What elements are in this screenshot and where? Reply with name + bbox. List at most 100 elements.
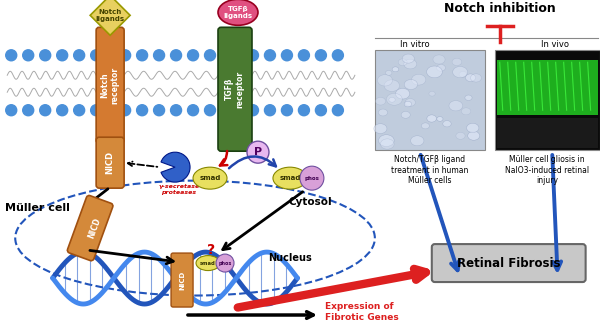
Bar [495,50,599,150]
Circle shape [6,50,17,61]
Circle shape [316,105,326,116]
Circle shape [298,50,310,61]
Circle shape [91,50,101,61]
Ellipse shape [384,80,400,91]
Circle shape [188,50,199,61]
Text: Retinal Fibrosis: Retinal Fibrosis [457,256,560,269]
Circle shape [154,50,164,61]
Ellipse shape [461,108,471,115]
Ellipse shape [404,59,416,69]
Ellipse shape [427,66,442,78]
Text: Expression of
Fibrotic Genes: Expression of Fibrotic Genes [325,302,398,322]
Ellipse shape [437,64,445,71]
Circle shape [205,105,215,116]
Circle shape [6,105,17,116]
FancyBboxPatch shape [171,253,193,307]
Ellipse shape [405,98,415,106]
Ellipse shape [374,124,387,134]
Ellipse shape [421,123,430,129]
Text: Nucleus: Nucleus [268,253,312,263]
Circle shape [91,105,101,116]
Text: NICD: NICD [179,270,185,290]
Ellipse shape [377,75,392,86]
Text: Cytosol: Cytosol [288,197,332,207]
Text: smad: smad [279,175,301,181]
Ellipse shape [452,67,467,78]
FancyBboxPatch shape [218,27,252,151]
Ellipse shape [404,80,418,89]
Ellipse shape [443,121,451,127]
Ellipse shape [468,131,479,140]
Text: phos: phos [218,261,232,266]
Text: Müller cell gliosis in
NaIO3-induced retinal
injury: Müller cell gliosis in NaIO3-induced ret… [505,155,589,185]
Ellipse shape [465,95,472,100]
Text: In vivo: In vivo [541,40,569,49]
Wedge shape [161,152,190,182]
Circle shape [23,50,34,61]
Text: smad: smad [200,261,216,266]
Ellipse shape [437,117,443,121]
Circle shape [137,105,148,116]
Circle shape [300,166,324,190]
Ellipse shape [401,111,410,118]
Text: TGFβ
receptor: TGFβ receptor [225,71,245,108]
Circle shape [154,105,164,116]
Ellipse shape [427,115,436,122]
Circle shape [247,50,259,61]
Ellipse shape [467,123,479,133]
Circle shape [40,105,50,116]
Text: P: P [254,147,262,157]
Circle shape [332,105,343,116]
Circle shape [74,50,85,61]
Ellipse shape [379,135,394,147]
Circle shape [247,105,259,116]
Ellipse shape [466,74,476,82]
Text: Müller cell: Müller cell [5,203,70,213]
Text: TGFβ
ligands: TGFβ ligands [223,6,253,19]
Bar [497,60,598,115]
Ellipse shape [218,0,258,25]
Circle shape [332,50,343,61]
Circle shape [74,105,85,116]
Ellipse shape [402,54,415,63]
Circle shape [119,105,131,116]
Text: Notch/TGFβ ligand
treatment in human
Müller cells: Notch/TGFβ ligand treatment in human Mül… [391,155,469,185]
Circle shape [316,50,326,61]
Circle shape [265,50,275,61]
Ellipse shape [193,167,227,189]
Ellipse shape [392,67,399,72]
Ellipse shape [385,71,392,75]
Text: NICD: NICD [106,151,115,174]
Ellipse shape [449,101,463,111]
Ellipse shape [459,72,467,77]
FancyBboxPatch shape [96,137,124,188]
Bar [375,50,485,150]
Circle shape [56,50,68,61]
Text: γ-secretase
proteases: γ-secretase proteases [158,184,200,195]
FancyBboxPatch shape [96,27,124,143]
Ellipse shape [412,74,426,85]
Circle shape [247,141,269,163]
Circle shape [281,50,292,61]
Circle shape [170,105,182,116]
Ellipse shape [273,167,307,189]
Ellipse shape [389,98,395,102]
Text: Notch inhibition: Notch inhibition [444,2,556,15]
Circle shape [265,105,275,116]
Ellipse shape [410,136,424,146]
Circle shape [119,50,131,61]
Ellipse shape [404,101,412,107]
Circle shape [56,105,68,116]
Ellipse shape [395,88,410,99]
Ellipse shape [452,58,461,66]
Text: NICD: NICD [86,216,102,240]
Circle shape [281,105,292,116]
Ellipse shape [433,55,445,64]
Circle shape [170,50,182,61]
Circle shape [40,50,50,61]
Ellipse shape [456,132,465,139]
Text: In vitro: In vitro [400,40,430,49]
FancyBboxPatch shape [432,244,586,282]
Text: Notch
ligands: Notch ligands [95,9,125,22]
Circle shape [188,105,199,116]
